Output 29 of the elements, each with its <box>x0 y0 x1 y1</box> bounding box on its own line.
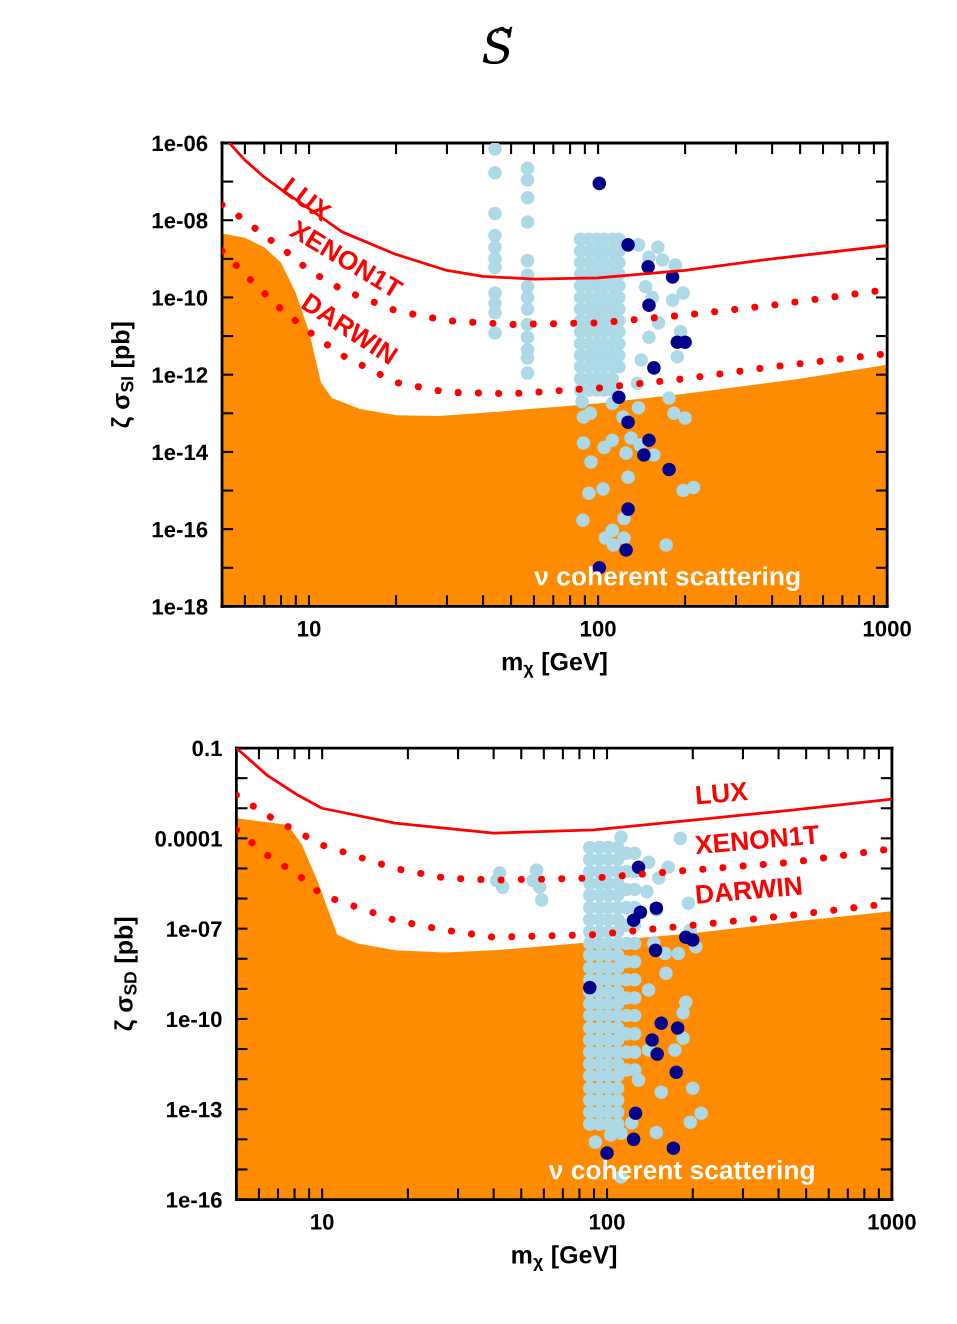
y-tick-label: 1e-16 <box>167 1192 222 1208</box>
x-axis-title: m$_{χ}$ [GeV] <box>502 652 607 678</box>
y-tick-label: 1e-08 <box>152 212 208 229</box>
x-tick-label: 10 <box>298 620 321 637</box>
x-tick-label: 100 <box>589 1214 625 1230</box>
x-tick-label: 10 <box>311 1214 334 1230</box>
y-tick-label: 1e-18 <box>152 598 208 615</box>
series-label: XENON1T <box>694 824 820 855</box>
series-label: DARWIN <box>696 876 802 904</box>
series-label: ν coherent scattering <box>548 1160 814 1185</box>
y-tick-label: 1e-06 <box>152 135 208 152</box>
x-tick-label: 1000 <box>863 620 911 637</box>
y-axis-title: ζ σ$_{SI}$ [pb] <box>111 322 135 428</box>
y-tick-label: 1e-10 <box>152 289 208 306</box>
y-axis-title: ζ σ$_{SD}$ [pb] <box>114 917 138 1031</box>
chart-title: S̃ <box>482 26 513 65</box>
y-tick-label: 1e-14 <box>152 444 209 461</box>
y-tick-label: 1e-12 <box>152 367 208 383</box>
y-tick-label: 0.0001 <box>155 830 222 847</box>
y-tick-label: 1e-13 <box>167 1101 222 1118</box>
x-axis-title: m$_{χ}$ [GeV] <box>512 1245 617 1271</box>
y-tick-label: 1e-16 <box>152 521 208 538</box>
series-label: ν coherent scattering <box>534 566 800 591</box>
x-tick-label: 1000 <box>868 1214 916 1230</box>
series-label: LUX <box>696 781 749 805</box>
x-tick-label: 100 <box>580 620 616 637</box>
y-tick-label: 0.1 <box>192 740 222 757</box>
y-tick-label: 1e-07 <box>167 921 222 937</box>
y-tick-label: 1e-10 <box>167 1011 222 1028</box>
